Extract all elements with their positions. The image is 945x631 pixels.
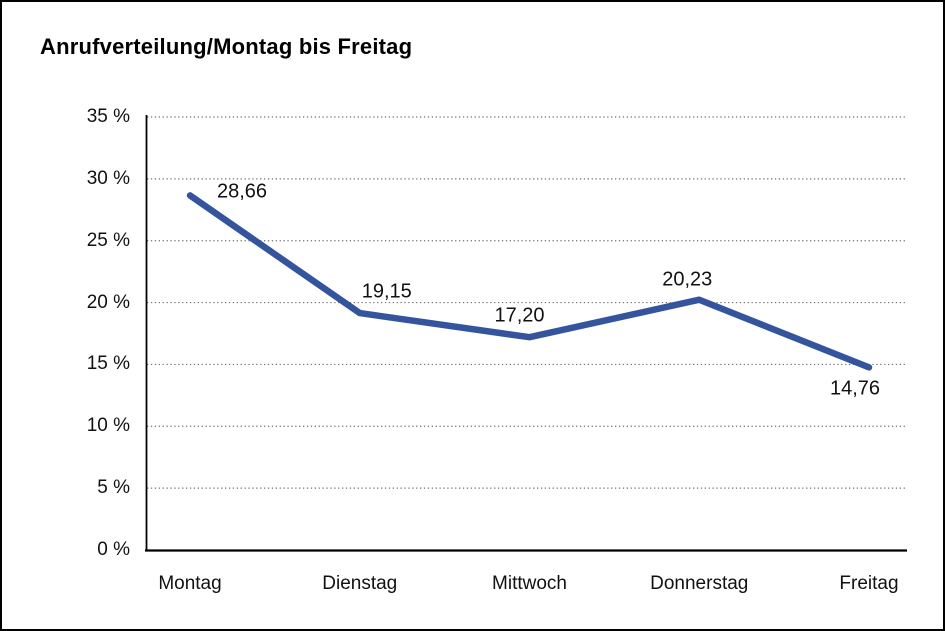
x-axis-category-label: Freitag (839, 573, 899, 594)
data-point-label: 17,20 (494, 304, 545, 327)
x-axis-category-label: Mittwoch (492, 573, 567, 594)
x-axis-category-label: Donnerstag (650, 573, 749, 594)
y-axis-tick-label: 5 % (97, 477, 130, 499)
y-axis-tick-label: 10 % (86, 415, 130, 437)
y-axis-tick-label: 20 % (86, 291, 130, 313)
y-axis-tick-label: 35 % (86, 106, 130, 127)
y-axis-tick-label: 25 % (86, 229, 130, 251)
data-point-label: 19,15 (361, 280, 412, 303)
y-axis-tick-label: 15 % (86, 353, 130, 375)
y-axis-tick-label: 30 % (86, 167, 130, 189)
data-series-line (186, 192, 873, 371)
x-axis-category-label: Montag (158, 573, 222, 594)
y-axis-tick-label: 0 % (97, 539, 130, 560)
data-point-label: 14,76 (829, 377, 881, 400)
chart-title: Anrufverteilung/Montag bis Freitag (40, 34, 413, 59)
data-point-label: 20,23 (662, 268, 713, 291)
data-point-label: 28,66 (216, 180, 268, 203)
x-axis-category-label: Dienstag (322, 573, 398, 594)
